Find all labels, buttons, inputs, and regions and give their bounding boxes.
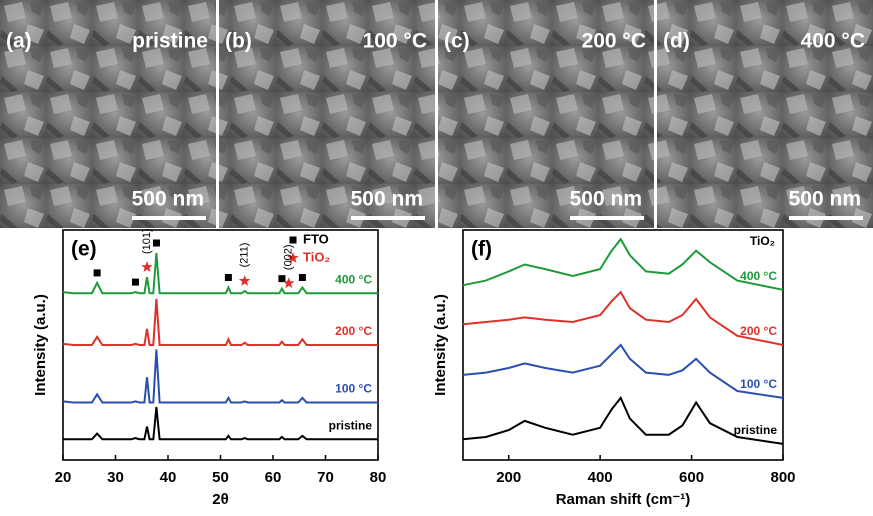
series-line bbox=[63, 407, 378, 441]
condition-label: pristine bbox=[132, 30, 208, 53]
peak-marker bbox=[141, 261, 153, 272]
scale-bar-label: 500 nm bbox=[789, 188, 861, 211]
peak-marker bbox=[238, 275, 251, 286]
x-tick-label: 400 bbox=[588, 469, 613, 486]
note: TiO₂ bbox=[750, 234, 775, 248]
series-line bbox=[462, 237, 784, 291]
x-tick-label: 40 bbox=[160, 469, 177, 486]
legend-label: TiO₂ bbox=[303, 249, 330, 264]
x-tick-label: 800 bbox=[770, 469, 795, 486]
x-axis-label: 2θ bbox=[212, 491, 228, 508]
x-tick-label: 20 bbox=[55, 469, 72, 486]
series-label: 100 °C bbox=[740, 377, 777, 391]
y-axis-label: Intensity (a.u.) bbox=[432, 294, 449, 396]
series-line bbox=[462, 343, 784, 399]
panel-label: (c) bbox=[444, 30, 470, 53]
sem-image bbox=[657, 0, 873, 228]
x-tick-label: 200 bbox=[496, 469, 521, 486]
peak-marker bbox=[152, 239, 160, 247]
x-tick-label: 80 bbox=[370, 469, 387, 486]
series-label: 400 °C bbox=[740, 269, 777, 283]
condition-label: 400 °C bbox=[801, 30, 865, 53]
x-tick-label: 30 bbox=[107, 469, 124, 486]
peak-annotation: (211) bbox=[239, 243, 251, 268]
series-line bbox=[462, 290, 784, 346]
peak-annotation: (002) bbox=[283, 244, 295, 270]
x-tick-label: 60 bbox=[265, 469, 282, 486]
y-axis-label: Intensity (a.u.) bbox=[32, 294, 49, 396]
scale-bar-label: 500 nm bbox=[570, 188, 642, 211]
series-label: 200 °C bbox=[335, 324, 372, 338]
x-axis-label: Raman shift (cm⁻¹) bbox=[556, 491, 691, 508]
series-label: 400 °C bbox=[335, 272, 372, 286]
x-tick-label: 600 bbox=[679, 469, 704, 486]
sem-image bbox=[219, 0, 435, 228]
x-tick-label: 50 bbox=[212, 469, 229, 486]
series-label: 100 °C bbox=[335, 382, 372, 396]
peak-marker bbox=[131, 278, 139, 286]
peak-annotation: (101) bbox=[141, 228, 153, 254]
condition-label: 200 °C bbox=[582, 30, 646, 53]
panel-label: (a) bbox=[6, 30, 32, 53]
series-line bbox=[62, 298, 378, 346]
peak-marker bbox=[278, 275, 286, 283]
legend-symbol bbox=[289, 236, 297, 244]
x-tick-label: 70 bbox=[317, 469, 334, 486]
panel-label: (b) bbox=[225, 30, 252, 53]
peak-marker bbox=[224, 274, 232, 281]
series-line bbox=[62, 252, 378, 295]
series-label: 200 °C bbox=[740, 324, 777, 338]
panel-label: (d) bbox=[663, 30, 690, 53]
peak-marker bbox=[298, 274, 306, 281]
scale-bar-label: 500 nm bbox=[351, 188, 423, 211]
series-line bbox=[62, 349, 378, 404]
series-label: pristine bbox=[734, 423, 778, 437]
scale-bar-label: 500 nm bbox=[132, 188, 204, 211]
sem-image bbox=[0, 0, 216, 228]
peak-marker bbox=[283, 277, 295, 289]
legend-symbol bbox=[287, 252, 299, 263]
plots: 20 30 40 50 60 70 80 2θ Intensity (a.u.) (e) prist… bbox=[32, 228, 796, 508]
condition-label: 100 °C bbox=[363, 30, 427, 53]
panel-label: (e) bbox=[71, 238, 97, 261]
sem-image bbox=[438, 0, 654, 228]
sem-images: (a) pristine 500 nm (b) 100 °C 500 nm (c) 200 °… bbox=[0, 0, 873, 228]
series-line bbox=[462, 395, 784, 445]
panel-label: (f) bbox=[471, 238, 492, 261]
series-label: pristine bbox=[329, 418, 373, 432]
legend-label: FTO bbox=[303, 231, 329, 246]
peak-marker bbox=[93, 269, 101, 277]
